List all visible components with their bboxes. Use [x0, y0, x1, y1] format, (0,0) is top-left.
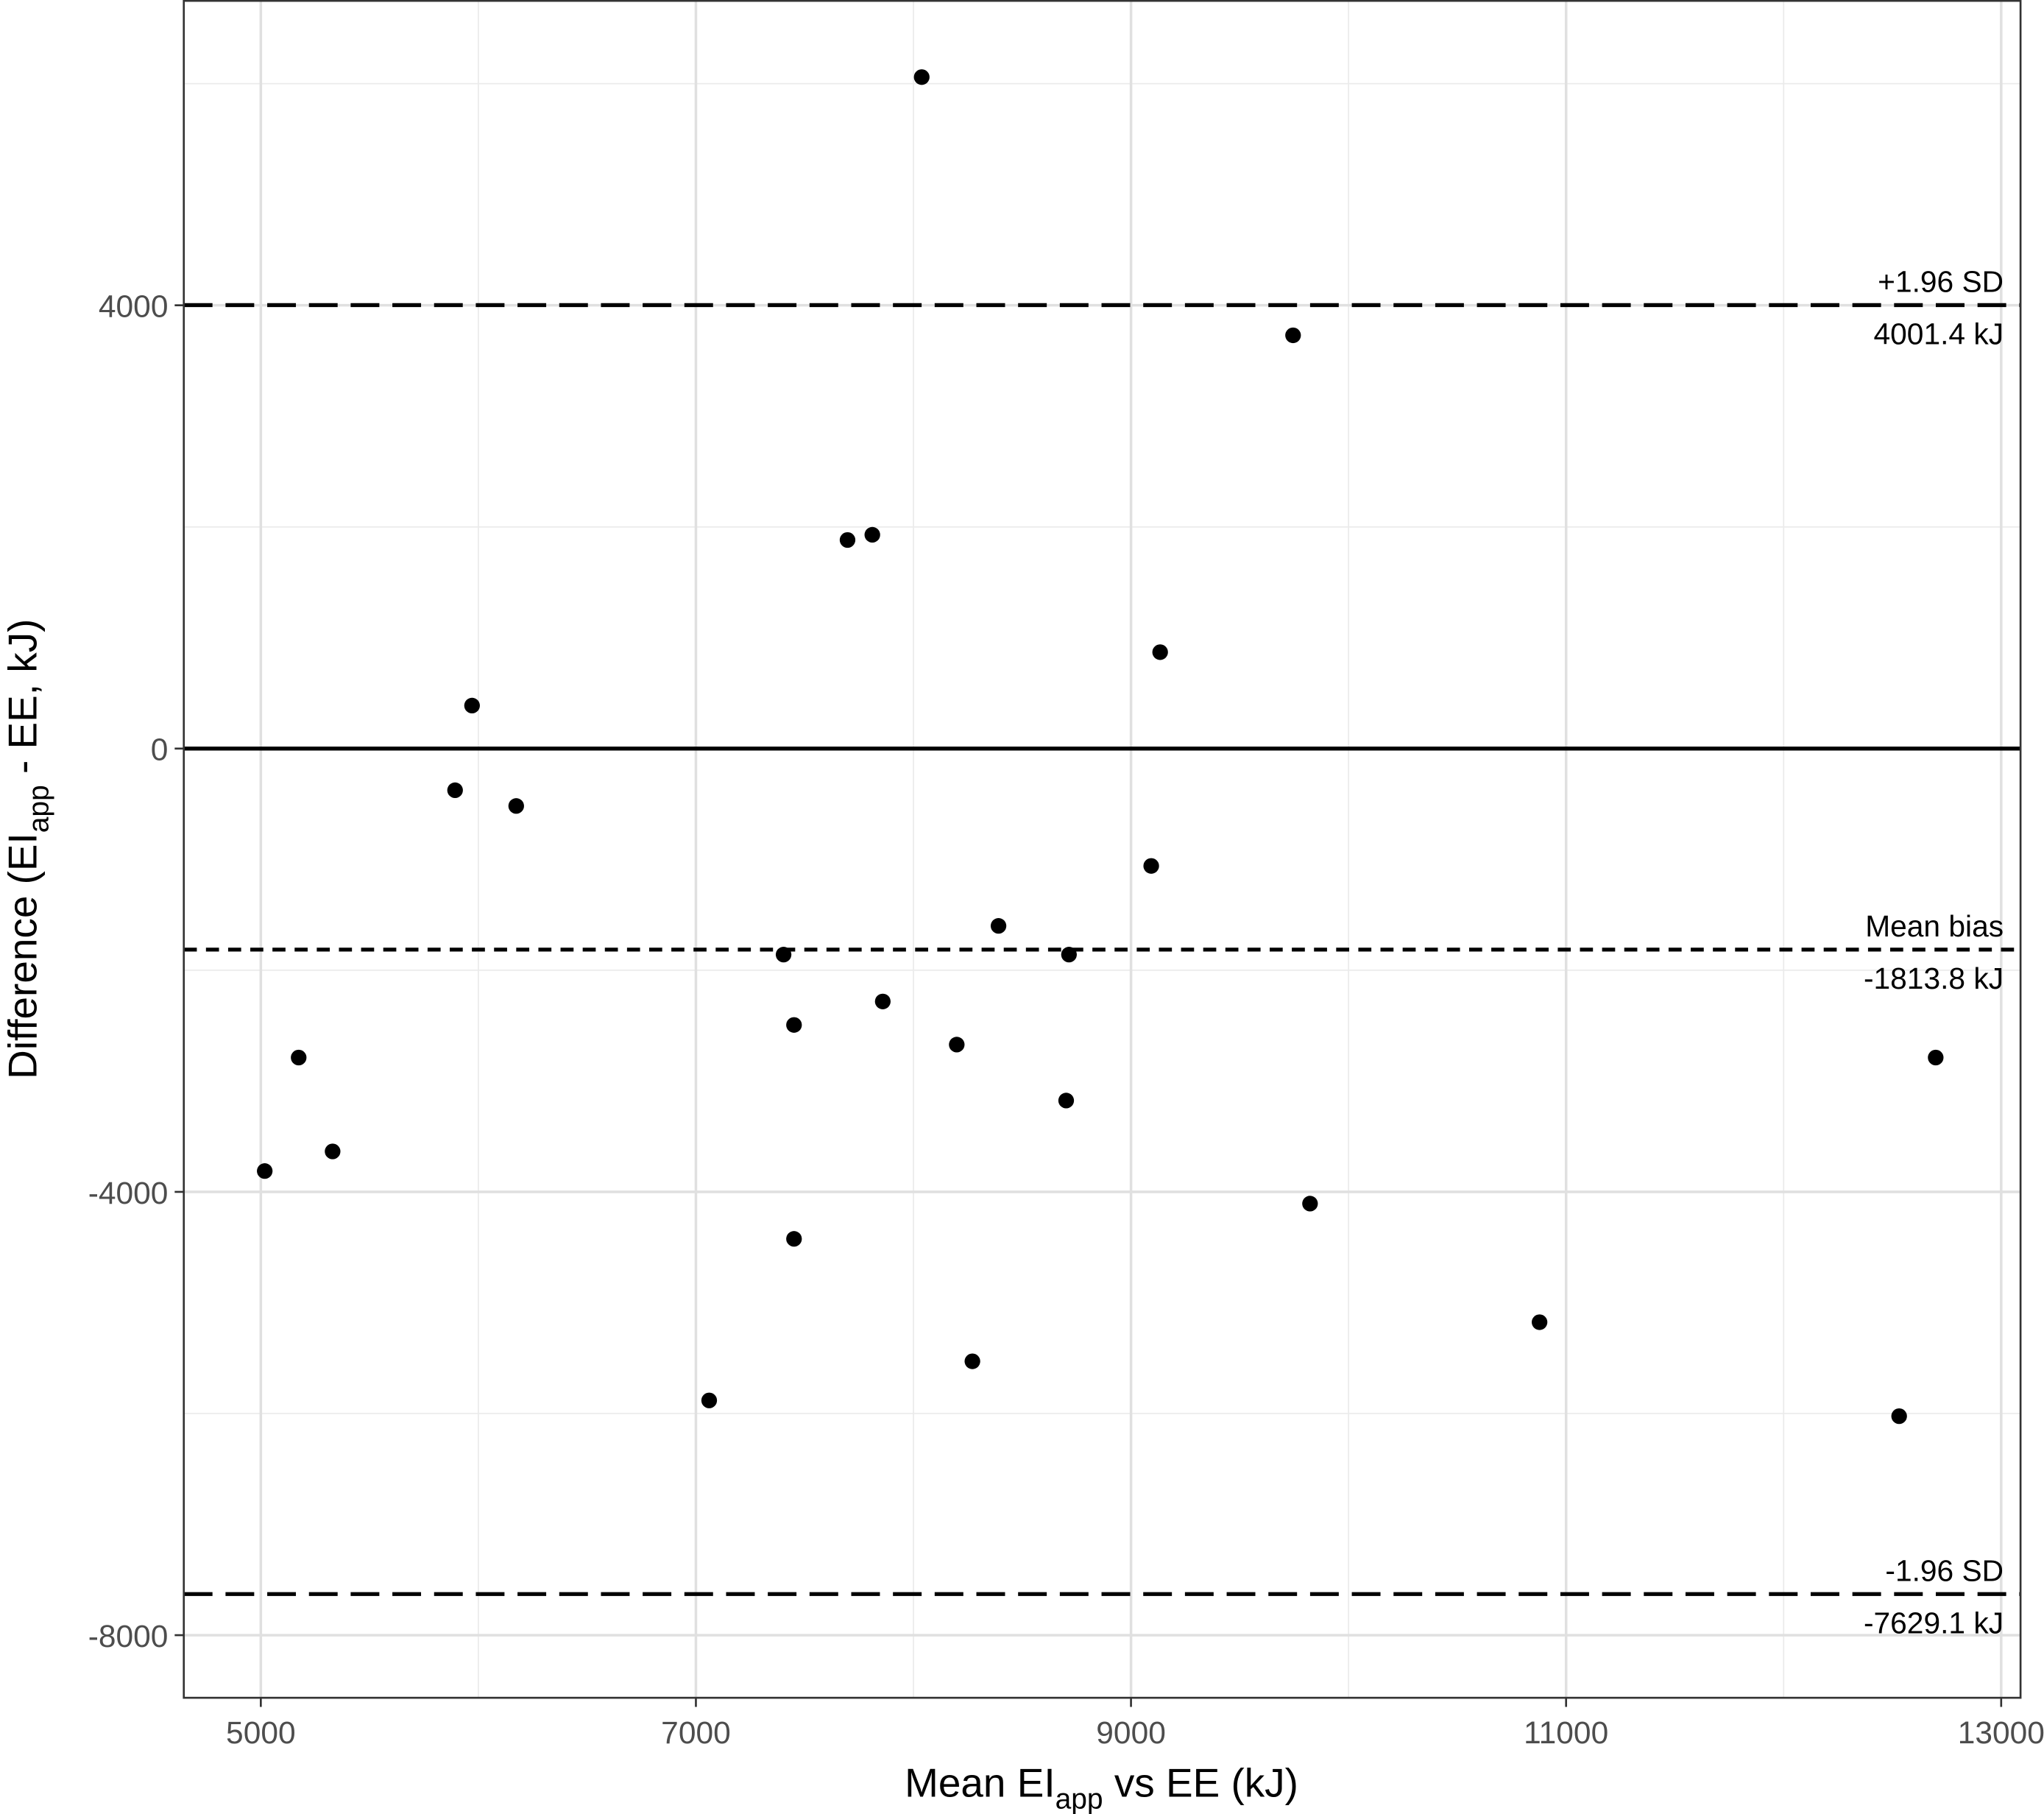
plot-panel-background — [183, 0, 2021, 1698]
data-point — [1058, 1093, 1075, 1109]
data-point — [325, 1143, 341, 1160]
reference-line-value: -1813.8 kJ — [1864, 961, 2004, 995]
y-axis-title-rest: - EE, kJ) — [0, 619, 46, 786]
data-point — [508, 798, 524, 814]
data-point — [447, 782, 463, 799]
reference-lines: +1.96 SD 4001.4 kJ Mean bias -1813.8 kJ -1.9… — [183, 265, 2021, 1640]
y-axis-title-main: Difference (EI — [0, 833, 46, 1079]
data-point — [1532, 1314, 1548, 1330]
data-point — [1152, 644, 1168, 660]
data-point — [701, 1392, 718, 1408]
x-axis-title-rest: vs EE (kJ) — [1103, 1760, 1298, 1806]
data-point — [964, 1353, 980, 1369]
reference-line-label: +1.96 SD — [1878, 265, 2004, 299]
x-axis-title: Mean EIapp vs EE (kJ) — [905, 1760, 1298, 1814]
data-point — [1891, 1408, 1907, 1425]
data-point — [949, 1037, 965, 1053]
x-axis-title-main: Mean EI — [905, 1760, 1055, 1806]
y-tick-label: -8000 — [88, 1620, 169, 1654]
data-points — [257, 69, 1944, 1425]
y-tick-label: 4000 — [99, 290, 169, 325]
x-tick-label: 11000 — [1524, 1716, 1608, 1751]
data-point — [864, 526, 880, 543]
y-axis-title: Difference (EIapp - EE, kJ) — [0, 619, 55, 1079]
data-point — [913, 69, 930, 85]
data-point — [291, 1049, 307, 1066]
data-point — [1285, 327, 1301, 344]
y-tick-label: 0 — [151, 733, 169, 768]
axis-ticks: 5000 7000 9000 11000 13000 -8000 -4000 0 4000 — [88, 290, 2044, 1751]
data-point — [775, 947, 792, 963]
data-point — [786, 1231, 802, 1247]
data-point — [464, 697, 480, 714]
reference-line-label: Mean bias — [1865, 909, 2004, 943]
reference-line-label: -1.96 SD — [1885, 1554, 2004, 1588]
plot-panel-border — [183, 0, 2022, 1699]
data-point — [874, 993, 891, 1009]
data-point — [1143, 858, 1159, 874]
data-point — [839, 532, 856, 548]
x-tick-label: 9000 — [1096, 1716, 1166, 1751]
x-tick-label: 13000 — [1958, 1716, 2044, 1751]
data-point — [1928, 1049, 1944, 1066]
x-tick-label: 7000 — [661, 1716, 731, 1751]
reference-line-value: -7629.1 kJ — [1864, 1606, 2004, 1640]
data-point — [1061, 947, 1077, 963]
reference-line-value: 4001.4 kJ — [1874, 317, 2004, 351]
y-tick-label: -4000 — [88, 1176, 169, 1211]
data-point — [786, 1017, 802, 1033]
x-axis-title-sub: app — [1055, 1784, 1103, 1814]
x-tick-label: 5000 — [226, 1716, 296, 1751]
data-point — [990, 918, 1007, 934]
y-axis-title-sub: app — [24, 785, 55, 833]
data-point — [257, 1163, 273, 1179]
data-point — [1302, 1196, 1318, 1212]
